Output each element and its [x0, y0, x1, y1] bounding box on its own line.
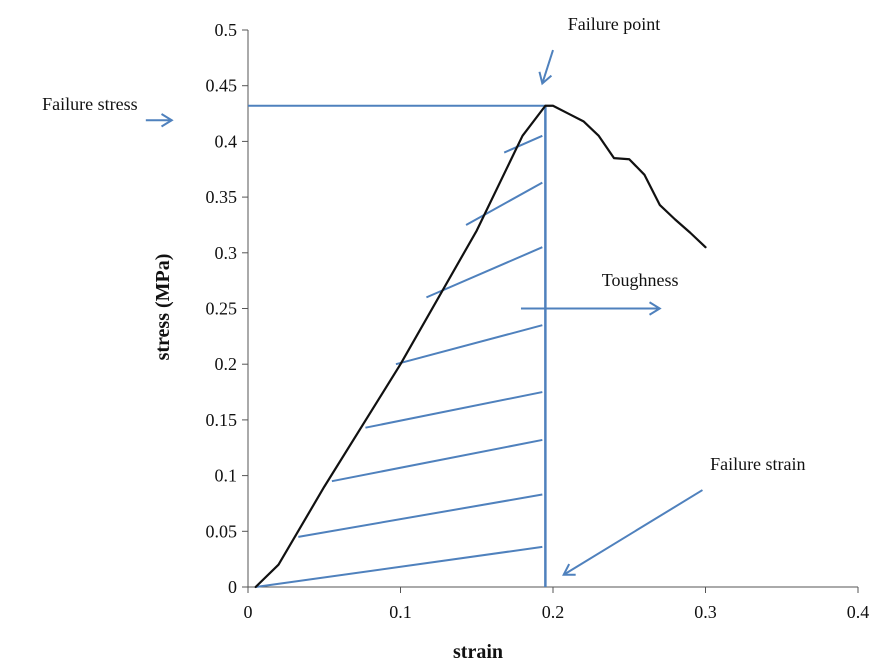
y-tick-label: 0.2	[215, 354, 238, 374]
y-tick-label: 0.45	[206, 76, 238, 96]
toughness-hatch-line	[298, 493, 543, 538]
annotation-arrow-line	[541, 49, 554, 84]
annotation-arrowhead	[160, 113, 174, 128]
annotation-label: Failure point	[568, 14, 661, 34]
toughness-hatch-line	[331, 438, 543, 483]
annotation-label: Failure strain	[710, 454, 805, 474]
annotation-arrowhead	[648, 301, 662, 316]
y-tick-label: 0.3	[215, 243, 238, 263]
annotation-arrow-line	[563, 489, 703, 576]
y-tick-label: 0.4	[215, 131, 238, 151]
toughness-hatch-line	[503, 134, 543, 154]
toughness-hatch-line	[395, 324, 543, 366]
x-axis-title: strain	[453, 641, 503, 663]
x-tick-label: 0	[244, 602, 253, 622]
x-tick-label: 0.2	[542, 602, 565, 622]
annotation-label: Toughness	[602, 270, 679, 290]
annotation-arrowhead	[562, 563, 576, 576]
toughness-hatch-line	[365, 391, 543, 429]
x-tick-label: 0.1	[389, 602, 412, 622]
y-tick-label: 0	[228, 577, 237, 597]
y-axis-title: stress (MPa)	[152, 254, 174, 361]
y-tick-label: 0.05	[206, 521, 238, 541]
toughness-hatch-line	[465, 181, 543, 226]
y-tick-label: 0.15	[206, 410, 238, 430]
y-tick-label: 0.1	[215, 466, 238, 486]
toughness-hatch-line	[255, 545, 543, 588]
x-tick-label: 0.4	[847, 602, 870, 622]
stress-strain-curve	[254, 104, 707, 589]
x-tick-label: 0.3	[694, 602, 717, 622]
y-tick-label: 0.35	[206, 187, 238, 207]
y-tick-label: 0.5	[215, 20, 238, 40]
toughness-hatch-line	[426, 246, 543, 299]
annotation-label: Failure stress	[42, 94, 137, 114]
annotation-arrowhead	[538, 71, 553, 86]
y-tick-label: 0.25	[206, 299, 238, 319]
